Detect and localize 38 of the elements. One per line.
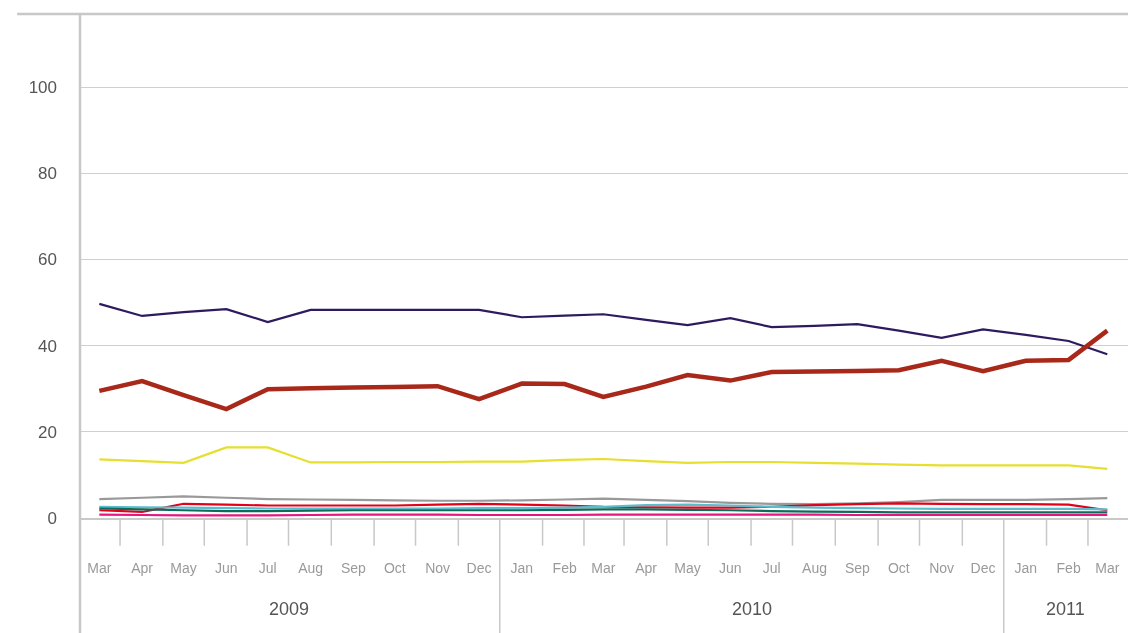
x-tick-label: Jul [762, 559, 781, 576]
x-tick-label: Dec [466, 559, 492, 576]
x-tick-label: Oct [887, 559, 910, 576]
x-tick-label: Aug [298, 559, 324, 576]
x-tick-label: Dec [970, 559, 996, 576]
x-tick-label: Jan [510, 559, 534, 576]
x-tick-label: Jul [258, 559, 277, 576]
text: 2009 [269, 599, 310, 619]
x-tick-label: Jun [719, 559, 742, 576]
line-series [98, 302, 1109, 356]
x-tick-label: Jan [1014, 559, 1038, 576]
x-tick-label: Sep [340, 559, 367, 576]
x-tick-label: Mar [87, 559, 112, 576]
x-tick-label: Apr [635, 559, 658, 576]
x-tick-label: Nov [425, 559, 451, 576]
line-series [98, 495, 1109, 506]
y-tick-label: 100 [28, 78, 57, 98]
y-tick-label: 40 [38, 336, 57, 356]
x-tick-label: Sep [844, 559, 871, 576]
x-tick-label: Oct [383, 559, 406, 576]
x-tick-label: Aug [802, 559, 828, 576]
x-tick-label: Feb [1056, 559, 1081, 576]
y-tick-label: 20 [38, 422, 57, 442]
text: 2011 [1046, 599, 1085, 619]
x-tick-label: Feb [552, 559, 577, 576]
line-series [97, 328, 1110, 412]
x-tick-label: May [674, 559, 701, 576]
y-tick-label: 60 [38, 250, 57, 270]
line-series [98, 446, 1109, 470]
x-tick-label: Jun [215, 559, 238, 576]
x-tick-label: Mar [591, 559, 616, 576]
text: 2010 [732, 599, 773, 619]
x-tick-label: Mar [1095, 559, 1120, 576]
y-tick-label: 80 [38, 164, 57, 184]
x-tick-label: Nov [929, 559, 955, 576]
x-tick-label: May [170, 559, 197, 576]
y-tick-label: 0 [47, 508, 57, 528]
x-tick-label: Apr [131, 559, 154, 576]
